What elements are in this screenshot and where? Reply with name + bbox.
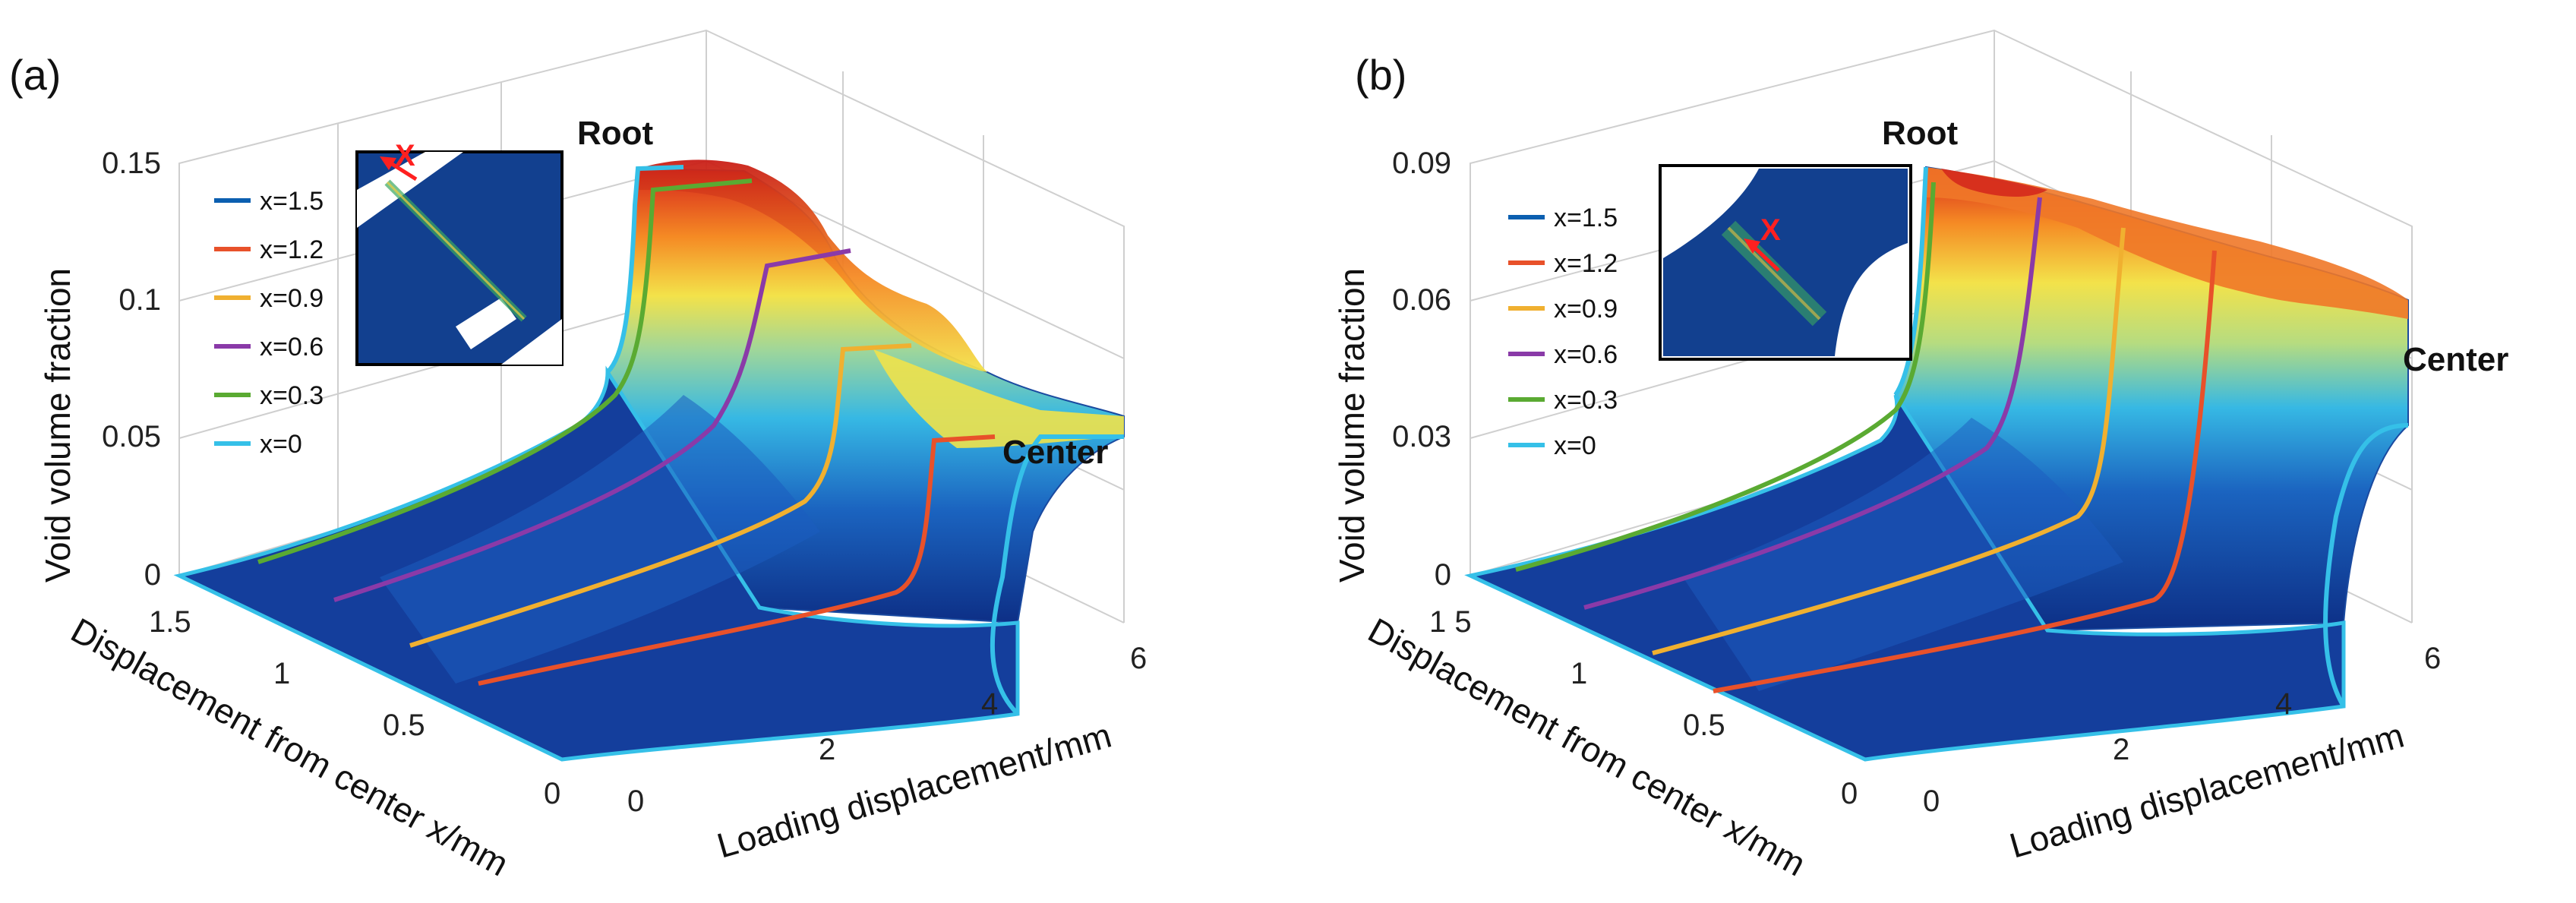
- series-line-x1.2: [1713, 250, 2217, 693]
- series-lines: [1515, 166, 2409, 708]
- legend-entry: x=1.2: [1554, 249, 1618, 278]
- y-tick-label: 1.5: [149, 605, 191, 639]
- z-tick-label: 0: [144, 558, 161, 592]
- annotation-center: Center: [1002, 434, 1108, 471]
- y-ticks: 1 5 1 0.5 0: [1429, 605, 1858, 810]
- inset-image: X: [1659, 164, 1912, 361]
- legend-entry: x=0.6: [1554, 340, 1618, 369]
- z-tick-label: 0.09: [1392, 147, 1451, 180]
- x-tick-label: 6: [1130, 642, 1147, 675]
- legend-entry: x=0.3: [260, 381, 324, 410]
- panel-label: (a): [9, 51, 61, 99]
- z-tick-label: 0.15: [102, 147, 161, 180]
- y-tick-label: 0.5: [383, 709, 425, 742]
- legend-entry: x=1.2: [260, 235, 324, 264]
- z-tick-label: 0: [1435, 558, 1451, 592]
- series-line-x0: [990, 434, 1124, 716]
- y-tick-label: 0.5: [1683, 709, 1725, 742]
- series-line-x0.9: [1652, 227, 2126, 655]
- surface-top: [1926, 167, 2408, 319]
- series-line-x0.6: [1583, 197, 2042, 610]
- z-tick-label: 0.05: [102, 420, 161, 453]
- surface-floor-shade: [1683, 418, 2123, 691]
- legend: x=1.5 x=1.2 x=0.9 x=0.6 x=0.3 x=0: [214, 187, 324, 459]
- legend-entry: x=0.3: [1554, 386, 1618, 415]
- z-tick-label: 0.03: [1392, 420, 1451, 453]
- y-tick-label: 0: [1841, 777, 1858, 810]
- legend-entry: x=1.5: [260, 187, 324, 216]
- series-line-x1.5: [1893, 166, 1928, 396]
- legend-entry: x=1.5: [1554, 204, 1618, 232]
- series-line-x1.5: [605, 165, 684, 374]
- surface-floor-shade: [380, 395, 820, 684]
- z-axis-title: Void volume fraction: [38, 268, 77, 583]
- z-axis-title: Void volume fraction: [1332, 268, 1372, 583]
- surface-top-red: [1941, 169, 2047, 197]
- x-ticks: 0 2 4 6: [1923, 642, 2441, 818]
- z-tick-label: 0.06: [1392, 283, 1451, 317]
- y-ticks: 1.5 1 0.5 0: [149, 605, 560, 810]
- panel-a-svg: (a): [9, 29, 1147, 884]
- series-line-x0.3: [257, 178, 753, 564]
- annotation-root: Root: [1882, 115, 1959, 152]
- x-tick-label: 0: [1923, 785, 1940, 818]
- x-ticks: 0 2 4 6: [627, 642, 1147, 818]
- panel-label: (b): [1355, 51, 1406, 99]
- series-line-x0: [2323, 423, 2409, 708]
- series-line-x0.9: [409, 343, 912, 648]
- annotation-root: Root: [577, 115, 654, 152]
- series-line-x1.2: [478, 434, 996, 686]
- inset-image: X: [355, 139, 564, 366]
- panel-b: (b): [1288, 0, 2576, 903]
- x-tick-label: 0: [627, 785, 644, 818]
- legend-entry: x=0.6: [260, 333, 324, 362]
- inset-x-label: X: [395, 139, 415, 172]
- z-tick-label: 0.1: [118, 283, 161, 317]
- legend-entry: x=0: [1554, 431, 1596, 460]
- legend-entry: x=0.9: [1554, 295, 1618, 324]
- z-ticks: 0 0.03 0.06 0.09: [1392, 147, 1451, 592]
- inset-x-label: X: [1760, 213, 1781, 247]
- panel-b-svg: (b): [1332, 29, 2508, 884]
- x-tick-label: 6: [2424, 642, 2441, 675]
- surface-shelf: [873, 349, 1124, 448]
- y-tick-label: 1: [273, 657, 290, 690]
- legend-entry: x=0: [260, 430, 302, 459]
- x-tick-label: 2: [2113, 733, 2129, 766]
- series-line-x0.3: [1515, 182, 1936, 572]
- panel-a: (a): [9, 29, 1147, 884]
- y-tick-label: 1: [1571, 657, 1587, 690]
- surface-top: [638, 159, 987, 372]
- y-tick-label: 0: [544, 777, 560, 810]
- legend-entry: x=0.9: [260, 284, 324, 313]
- z-ticks: 0 0.05 0.1 0.15: [102, 147, 161, 592]
- x-tick-label: 4: [981, 687, 998, 721]
- annotation-center: Center: [2403, 341, 2508, 378]
- x-tick-label: 4: [2275, 687, 2292, 721]
- y-tick-label: 1 5: [1429, 605, 1472, 639]
- legend: x=1.5 x=1.2 x=0.9 x=0.6 x=0.3 x=0: [1508, 204, 1618, 460]
- series-line-x0.6: [333, 248, 851, 602]
- series-lines: [257, 165, 1124, 716]
- x-tick-label: 2: [819, 733, 835, 766]
